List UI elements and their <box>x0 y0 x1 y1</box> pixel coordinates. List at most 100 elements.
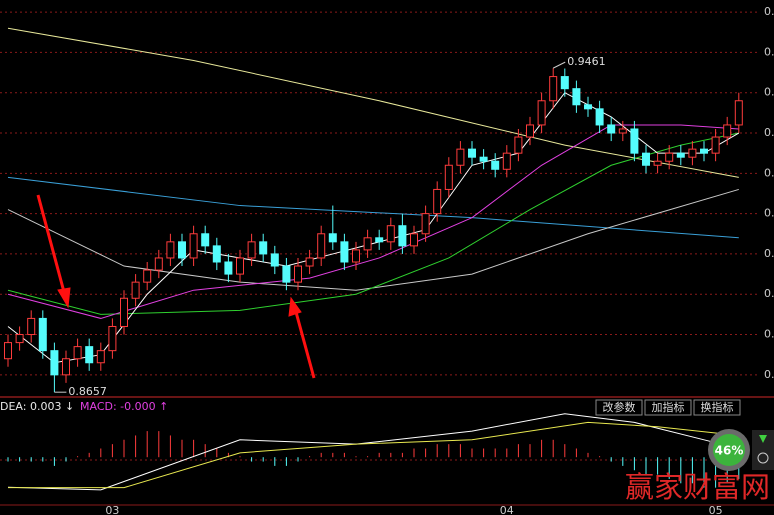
candle <box>154 249 163 279</box>
candle <box>386 217 395 250</box>
candle <box>131 274 140 307</box>
candle <box>444 157 453 198</box>
speed-widget: 46% <box>708 429 774 471</box>
candle-body <box>363 237 372 251</box>
candle <box>711 128 720 162</box>
candle <box>502 145 511 178</box>
annotation: 0.9461 <box>567 55 606 68</box>
candle-body <box>73 346 82 360</box>
candle <box>410 225 418 254</box>
candle-body <box>607 124 616 134</box>
y-tick-label: 0.91 <box>764 207 774 220</box>
candle <box>15 326 24 351</box>
candle <box>4 334 12 367</box>
candle-body <box>247 241 256 259</box>
y-tick-label: 0.96 <box>764 5 774 18</box>
candle <box>62 350 70 383</box>
candle-body <box>201 233 210 247</box>
candle-body <box>723 124 732 138</box>
candle-body <box>468 148 476 158</box>
watermark: 赢家财富网 <box>625 470 770 504</box>
candle-body <box>270 253 279 267</box>
arrow-head <box>57 287 71 309</box>
candle-body <box>50 350 59 376</box>
candle-body <box>676 152 685 158</box>
candle-body <box>700 148 708 154</box>
candle <box>317 225 326 267</box>
candle-body <box>560 76 569 90</box>
candle-body <box>479 156 488 162</box>
candle-body <box>328 233 337 243</box>
y-tick-label: 0.9 <box>764 247 774 260</box>
candle <box>270 245 279 275</box>
candle <box>595 100 604 134</box>
button-label[interactable]: 改参数 <box>603 400 636 414</box>
candle-body <box>514 136 523 154</box>
candle-body <box>618 128 627 134</box>
candle-body <box>665 152 674 162</box>
candle-body <box>108 325 117 352</box>
candle <box>433 181 442 222</box>
button[interactable] <box>644 399 692 416</box>
candle <box>328 205 337 250</box>
candle <box>166 233 175 267</box>
button[interactable] <box>693 399 741 416</box>
indicator-label: DEA: 0.003 ↓ <box>0 400 74 413</box>
candle <box>491 153 500 178</box>
candle <box>630 120 639 162</box>
candle <box>421 205 430 242</box>
candle-body <box>502 152 511 170</box>
candle <box>665 145 674 170</box>
ma-line <box>7 188 739 291</box>
x-tick-label: 03 <box>105 504 119 515</box>
candle-body <box>421 213 430 235</box>
candle-body <box>143 269 152 283</box>
candle <box>236 249 244 283</box>
button-label[interactable]: 加指标 <box>652 400 685 414</box>
candle <box>189 225 198 267</box>
candle-body <box>178 241 186 259</box>
ma-line <box>7 132 739 315</box>
candle <box>537 92 546 134</box>
arrow-head <box>288 296 302 317</box>
ma-line <box>7 27 739 178</box>
candle-body <box>584 104 592 110</box>
ma-line <box>7 176 739 239</box>
candle <box>734 92 743 134</box>
candle <box>363 229 372 258</box>
arrows <box>36 194 316 379</box>
candle-body <box>375 237 384 243</box>
candle <box>549 68 558 109</box>
button[interactable] <box>595 399 643 416</box>
candle-body <box>537 100 546 126</box>
candle-body <box>444 164 453 190</box>
candle-body <box>711 136 720 154</box>
candle-body <box>120 297 128 327</box>
candle <box>398 213 407 254</box>
y-tick-label: 0.88 <box>764 328 774 341</box>
candle <box>108 318 117 359</box>
candle <box>120 290 128 335</box>
x-tick-label: 05 <box>709 504 723 515</box>
x-tick-label: 04 <box>500 504 514 515</box>
toolbar: 改参数 加指标 换指标 <box>595 399 741 416</box>
button-label[interactable]: 换指标 <box>701 400 734 414</box>
widget-cloud <box>757 452 769 464</box>
candle <box>50 342 59 393</box>
candle-body <box>4 342 12 360</box>
candle <box>143 261 152 291</box>
candle <box>607 116 616 142</box>
candle-body <box>642 152 650 166</box>
candle-body <box>131 281 140 299</box>
candle-body <box>62 358 70 376</box>
candle-body <box>630 128 639 154</box>
candle-body <box>549 76 558 102</box>
candle-body <box>15 334 24 344</box>
candle-body <box>166 241 175 259</box>
candle <box>642 145 650 174</box>
widget-percent[interactable]: 46% <box>715 444 744 458</box>
candle <box>38 310 47 359</box>
candle <box>653 153 662 174</box>
